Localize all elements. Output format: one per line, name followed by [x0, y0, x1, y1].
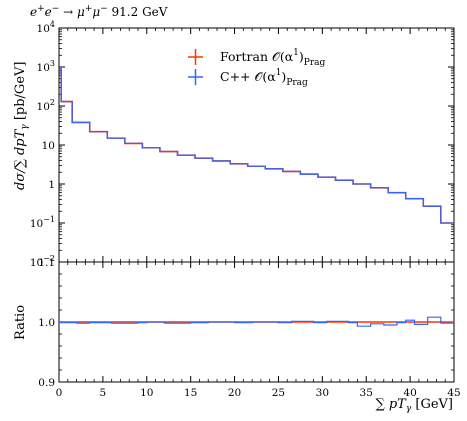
x-tick-label: 35	[360, 387, 373, 399]
x-tick-label: 25	[272, 387, 285, 399]
main-series-line-1	[59, 68, 454, 224]
main-y-tick-label: 103	[37, 59, 55, 74]
main-series-line-0	[59, 67, 454, 224]
legend-label-fortran: Fortran 𝒪(α1)Prag	[220, 48, 326, 68]
x-tick-label: 5	[100, 387, 107, 399]
ratio-y-tick-label: 0.9	[38, 377, 55, 389]
main-y-tick-label: 102	[37, 98, 55, 113]
x-tick-label: 45	[447, 387, 460, 399]
main-y-tick-label: 104	[37, 20, 55, 35]
main-y-tick-label: 10	[42, 140, 55, 152]
plot-title: e+e− → μ+μ− 91.2 GeV	[30, 4, 168, 19]
svg-text:e+e− → μ+μ− 91.2 GeV: e+e− → μ+μ− 91.2 GeV	[30, 4, 168, 19]
main-panel: 10−2 10−1 1 10 102 103 104	[30, 20, 455, 269]
y-axis-title-ratio: Ratio	[13, 305, 28, 340]
ratio-y-tick-label: 1.1	[38, 257, 55, 269]
legend: Fortran 𝒪(α1)Prag C++ 𝒪(α1)Prag	[188, 48, 326, 88]
y-axis-title-main: dσ/∑ dpTγ [pb/GeV]	[13, 62, 30, 190]
ratio-label: Ratio	[13, 305, 28, 340]
svg-text:∑ pTγ [GeV]: ∑ pTγ [GeV]	[375, 397, 453, 414]
main-series	[59, 67, 454, 224]
x-tick-label: 20	[228, 387, 241, 399]
x-tick-label: 10	[140, 387, 153, 399]
x-tick-label: 0	[56, 387, 63, 399]
x-axis-title: ∑ pTγ [GeV]	[375, 397, 453, 414]
ratio-series-line-1	[59, 316, 454, 327]
legend-label-cpp: C++ 𝒪(α1)Prag	[220, 68, 308, 88]
main-y-tick-label: 10−1	[30, 215, 55, 230]
svg-text:dσ/∑ dpTγ [pb/GeV]: dσ/∑ dpTγ [pb/GeV]	[13, 62, 30, 190]
ratio-series	[59, 316, 454, 327]
ratio-y-tick-label: 1.0	[38, 317, 55, 329]
legend-entry-cpp: C++ 𝒪(α1)Prag	[188, 68, 308, 88]
ratio-ticks: 0 5 10 15 20 25 30 35 40 45 0.9 1.0 1.1	[38, 257, 460, 399]
ratio-panel: 0 5 10 15 20 25 30 35 40 45 0.9 1.0 1.1	[38, 257, 460, 399]
main-y-tick-label: 10−2	[30, 254, 55, 269]
main-y-tick-label: 1	[48, 179, 55, 191]
x-tick-label: 30	[316, 387, 329, 399]
legend-entry-fortran: Fortran 𝒪(α1)Prag	[188, 48, 326, 68]
x-tick-label: 40	[403, 387, 416, 399]
x-tick-label: 15	[184, 387, 197, 399]
